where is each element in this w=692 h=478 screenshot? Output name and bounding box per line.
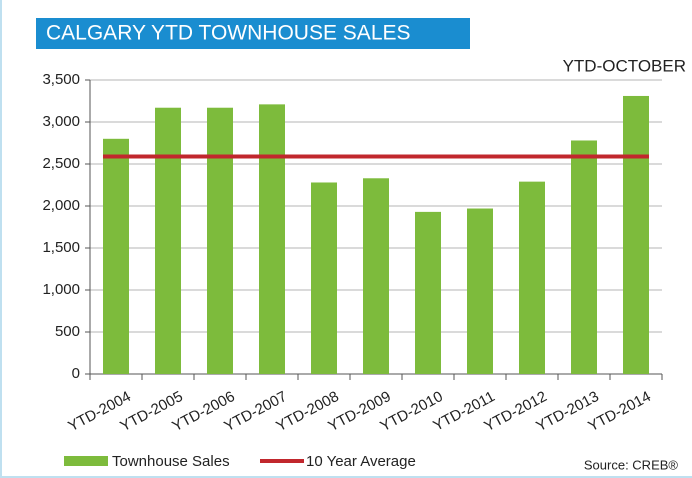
y-tick-label: 1,000: [42, 281, 80, 298]
legend-swatch: [64, 456, 108, 466]
y-tick-label: 2,000: [42, 197, 80, 214]
bar: [259, 104, 285, 375]
y-tick-label: 500: [55, 323, 80, 340]
title-box: [36, 18, 470, 49]
bar: [207, 107, 233, 374]
bar: [467, 208, 493, 374]
bar: [415, 211, 441, 374]
y-tick-label: 1,500: [42, 239, 80, 256]
bar: [623, 95, 649, 375]
y-tick-label: 3,500: [42, 71, 80, 88]
legend-label: Townhouse Sales: [112, 453, 230, 470]
bar: [155, 107, 181, 374]
bar: [571, 140, 597, 374]
bar: [103, 138, 129, 374]
y-tick-label: 3,000: [42, 113, 80, 130]
chart-title: CALGARY YTD TOWNHOUSE SALES: [46, 22, 411, 45]
bar: [311, 182, 337, 374]
y-tick-label: 2,500: [42, 155, 80, 172]
legend-label: 10 Year Average: [306, 453, 416, 470]
bar: [519, 181, 545, 374]
source: Source: CREB®: [584, 457, 679, 472]
bar: [363, 178, 389, 374]
y-tick-label: 0: [72, 365, 80, 382]
chart-subtitle: YTD-OCTOBER: [563, 56, 686, 75]
